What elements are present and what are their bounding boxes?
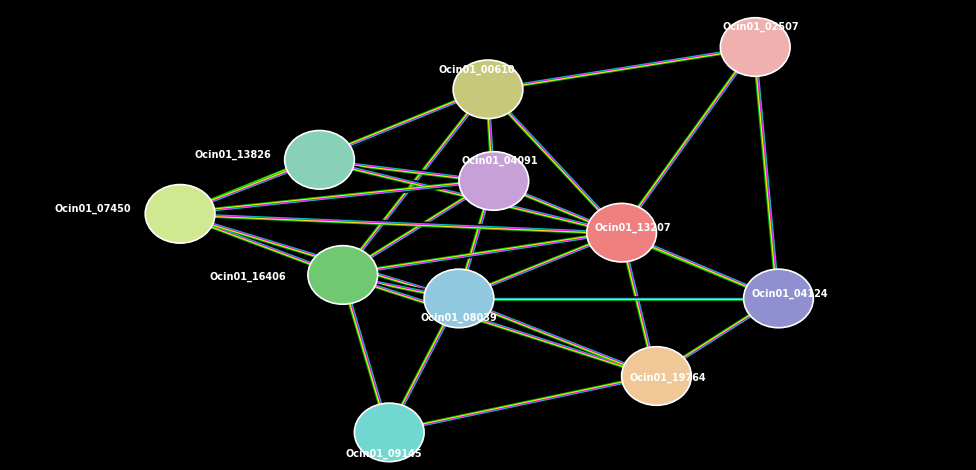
Ellipse shape xyxy=(285,131,354,189)
Ellipse shape xyxy=(622,347,691,405)
Text: Ocin01_04091: Ocin01_04091 xyxy=(462,156,538,166)
Text: Ocin01_19764: Ocin01_19764 xyxy=(630,373,707,384)
Text: Ocin01_00610: Ocin01_00610 xyxy=(438,64,514,75)
Text: Ocin01_09145: Ocin01_09145 xyxy=(346,449,422,459)
Ellipse shape xyxy=(145,185,215,243)
Text: Ocin01_16406: Ocin01_16406 xyxy=(209,272,286,282)
Text: Ocin01_13207: Ocin01_13207 xyxy=(595,223,671,233)
Text: Ocin01_07450: Ocin01_07450 xyxy=(55,204,131,214)
Ellipse shape xyxy=(720,18,791,76)
Ellipse shape xyxy=(453,60,523,118)
Text: Ocin01_13826: Ocin01_13826 xyxy=(194,150,270,160)
Text: Ocin01_04124: Ocin01_04124 xyxy=(752,289,829,299)
Ellipse shape xyxy=(744,269,813,328)
Ellipse shape xyxy=(587,204,657,262)
Ellipse shape xyxy=(425,269,494,328)
Text: Ocin01_08039: Ocin01_08039 xyxy=(421,313,498,323)
Ellipse shape xyxy=(307,246,378,304)
Ellipse shape xyxy=(459,152,529,210)
Text: Ocin01_02507: Ocin01_02507 xyxy=(723,22,799,32)
Ellipse shape xyxy=(354,403,425,462)
